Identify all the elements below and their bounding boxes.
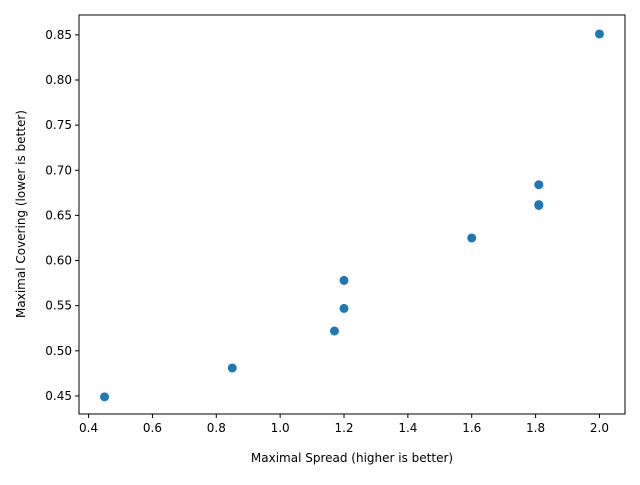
x-tick-label: 1.2 (334, 421, 353, 435)
x-tick-label: 0.6 (143, 421, 162, 435)
x-axis-label: Maximal Spread (higher is better) (251, 451, 453, 465)
y-tick-label: 0.50 (45, 344, 72, 358)
y-axis-label: Maximal Covering (lower is better) (14, 110, 28, 318)
scatter-point (534, 180, 544, 190)
y-tick-label: 0.75 (45, 118, 72, 132)
data-points (100, 29, 604, 402)
x-tick-label: 1.4 (398, 421, 417, 435)
x-tick-label: 0.4 (79, 421, 98, 435)
scatter-point (467, 233, 477, 243)
scatter-point (339, 303, 349, 313)
y-tick-label: 0.85 (45, 28, 72, 42)
scatter-point (227, 363, 237, 373)
y-tick-label: 0.80 (45, 73, 72, 87)
y-axis-ticks: 0.45 0.50 0.55 0.60 0.65 0.70 0.75 0.80 0.85 (45, 28, 79, 403)
x-axis-ticks: 0.4 0.6 0.8 1.0 1.2 1.4 1.6 1.8 2.0 (79, 414, 609, 435)
x-tick-label: 1.8 (526, 421, 545, 435)
scatter-point (100, 392, 110, 402)
y-tick-label: 0.60 (45, 254, 72, 268)
scatter-point (329, 326, 339, 336)
x-tick-label: 1.0 (271, 421, 290, 435)
x-tick-label: 2.0 (590, 421, 609, 435)
x-tick-label: 0.8 (207, 421, 226, 435)
y-tick-label: 0.55 (45, 299, 72, 313)
scatter-point (534, 200, 544, 210)
y-tick-label: 0.70 (45, 163, 72, 177)
plot-area-frame (78, 14, 626, 415)
y-tick-label: 0.45 (45, 389, 72, 403)
scatter-point (339, 275, 349, 285)
y-tick-label: 0.65 (45, 208, 72, 222)
scatter-point (594, 29, 604, 39)
x-tick-label: 1.6 (462, 421, 481, 435)
